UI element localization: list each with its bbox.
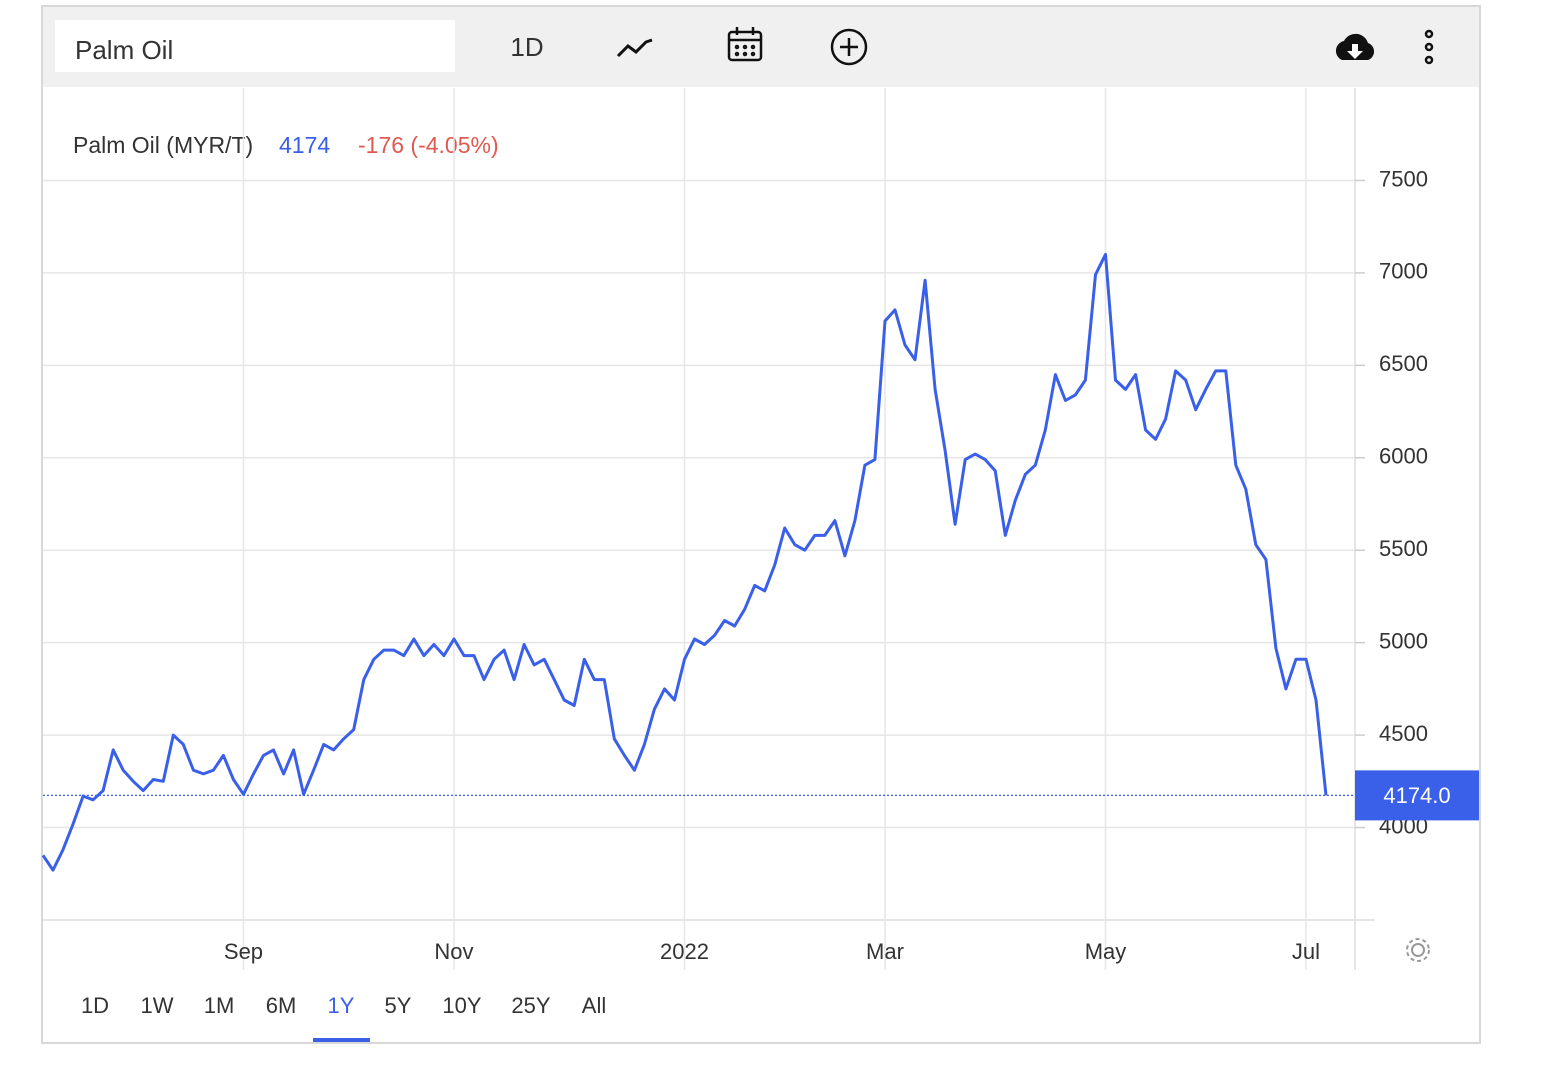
range-button[interactable]: All	[582, 993, 606, 1018]
legend-value: 4174	[279, 132, 330, 158]
y-tick-label: 5500	[1379, 536, 1428, 561]
x-tick-label: Nov	[434, 939, 473, 964]
y-tick-label: 7500	[1379, 166, 1428, 191]
range-button[interactable]: 1M	[204, 993, 235, 1018]
legend-change: -176 (-4.05%)	[358, 132, 499, 158]
calendar-icon[interactable]	[727, 27, 763, 62]
search-text: Palm Oil	[75, 35, 173, 65]
range-button[interactable]: 6M	[266, 993, 297, 1018]
frame	[41, 5, 1481, 1044]
x-tick-label: Jul	[1292, 939, 1320, 964]
chart-type-icon[interactable]	[616, 38, 653, 58]
y-tick-label: 5000	[1379, 628, 1428, 653]
range-button[interactable]: 5Y	[385, 993, 412, 1018]
interval-button[interactable]: 1D	[510, 32, 543, 62]
range-button[interactable]: 1W	[141, 993, 174, 1018]
settings-icon[interactable]	[1406, 938, 1430, 962]
range-button[interactable]: 25Y	[511, 993, 550, 1018]
price-line	[41, 252, 1328, 872]
y-tick-label: 6000	[1379, 444, 1428, 469]
compare-icon[interactable]	[830, 28, 868, 66]
range-button[interactable]: 1Y	[328, 993, 355, 1018]
range-active-underline	[313, 1038, 370, 1042]
range-button[interactable]: 10Y	[442, 993, 481, 1018]
x-tick-label: May	[1085, 939, 1127, 964]
price-tag-label: 4174.0	[1383, 783, 1450, 808]
search-box[interactable]	[55, 20, 455, 72]
y-tick-label: 7000	[1379, 259, 1428, 284]
range-button[interactable]: 1D	[81, 993, 109, 1018]
price-tag	[1355, 770, 1479, 821]
legend-name: Palm Oil (MYR/T)	[73, 132, 253, 158]
x-tick-label: Sep	[224, 939, 263, 964]
x-tick-label: Mar	[866, 939, 904, 964]
y-tick-label: 4500	[1379, 721, 1428, 746]
menu-icon[interactable]	[1424, 29, 1434, 65]
x-tick-label: 2022	[660, 939, 709, 964]
download-icon[interactable]	[1335, 33, 1375, 60]
range-bar: 1D 1W 1M 6M 1Y 5Y 10Y 25Y All	[81, 993, 606, 1042]
y-tick-label: 6500	[1379, 351, 1428, 376]
